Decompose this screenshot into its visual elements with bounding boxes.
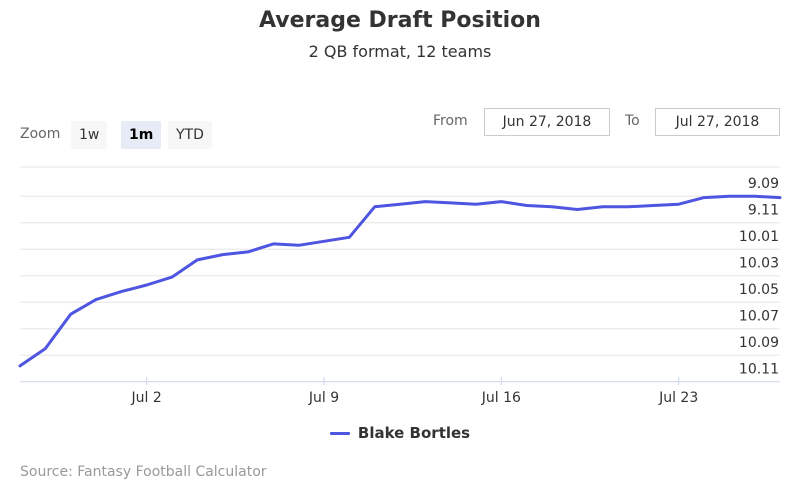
y-tick-label: 10.03 (739, 256, 779, 272)
zoom-ytd-button[interactable]: YTD (168, 121, 212, 149)
zoom-label: Zoom (20, 126, 61, 142)
legend-label: Blake Bortles (357, 424, 471, 442)
y-tick-label: 9.09 (748, 176, 779, 192)
y-tick-label: 10.11 (739, 362, 779, 378)
y-tick-label: 10.01 (739, 229, 779, 245)
legend-swatch (329, 432, 350, 435)
zoom-1m-button[interactable]: 1m (121, 121, 162, 149)
source-credit: Source: Fantasy Football Calculator (20, 464, 267, 480)
x-tick-label: Jul 2 (131, 390, 162, 406)
x-tick-label: Jul 16 (481, 390, 521, 406)
x-tick-label: Jul 9 (308, 390, 339, 406)
from-date-input[interactable]: Jun 27, 2018 (484, 108, 610, 136)
y-axis-ticks: 9.09 9.11 10.01 10.03 10.05 10.07 10.09 10.11 (739, 176, 779, 378)
grid-lines (20, 166, 780, 383)
chart-subtitle: 2 QB format, 12 teams (308, 42, 492, 61)
x-axis-ticks: Jul 2 Jul 9 Jul 16 Jul 23 (131, 377, 698, 406)
legend-item-blake-bortles[interactable]: Blake Bortles (0, 424, 800, 442)
y-tick-label: 10.07 (739, 309, 779, 325)
to-date-input[interactable]: Jul 27, 2018 (655, 108, 780, 136)
zoom-1w-button[interactable]: 1w (71, 121, 108, 149)
y-tick-label: 10.09 (739, 335, 779, 351)
y-tick-label: 9.11 (748, 203, 779, 219)
y-tick-label: 10.05 (739, 282, 779, 298)
series-layer (18, 194, 782, 368)
from-label: From (433, 113, 468, 129)
series-line-blake-bortles[interactable] (18, 194, 782, 368)
x-tick-label: Jul 23 (658, 390, 698, 406)
to-label: To (625, 113, 640, 129)
chart-title: Average Draft Position (259, 8, 541, 33)
